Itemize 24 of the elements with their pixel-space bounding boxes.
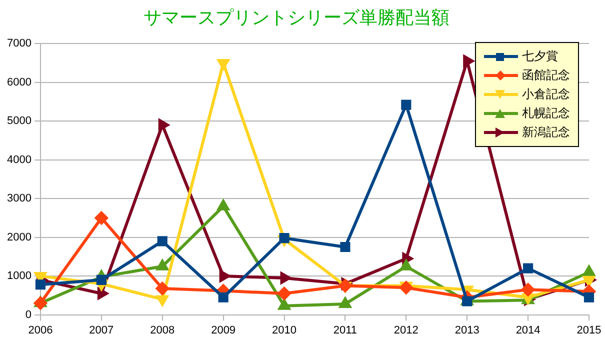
y-tick-label: 6000	[6, 76, 32, 88]
y-tick-label: 2000	[6, 231, 32, 244]
legend-label: 七夕賞	[522, 48, 558, 65]
y-tick-label: 5000	[6, 115, 32, 128]
y-tick-label: 0	[25, 308, 32, 321]
x-tick-label: 2013	[454, 324, 480, 336]
y-tick-label: 7000	[6, 38, 32, 50]
legend-label: 札幌記念	[522, 105, 570, 122]
x-tick-label: 2007	[89, 324, 114, 336]
y-tick-label: 1000	[6, 270, 32, 282]
x-tick-label: 2014	[516, 324, 540, 336]
legend-label: 函館記念	[522, 67, 570, 84]
x-tick-label: 2009	[211, 324, 236, 336]
legend-label: 小倉記念	[522, 86, 570, 103]
x-tick-label: 2006	[28, 324, 53, 336]
chart-title: サマースプリントシリーズ単勝配当額	[144, 7, 450, 28]
x-tick-label: 2012	[394, 324, 418, 336]
y-tick-label: 4000	[6, 154, 32, 166]
x-tick-label: 2010	[272, 324, 297, 336]
legend-label: 新潟記念	[522, 124, 570, 141]
x-tick-label: 2015	[576, 324, 602, 336]
x-tick-label: 2011	[333, 324, 358, 336]
y-tick-label: 3000	[6, 192, 32, 205]
x-tick-label: 2008	[150, 324, 175, 336]
